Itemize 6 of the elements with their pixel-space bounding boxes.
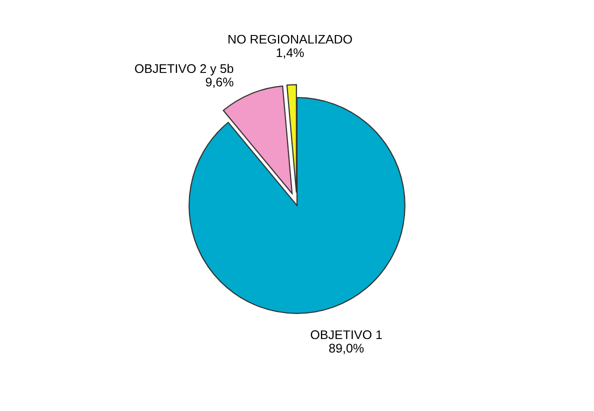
data-label: 9,6% bbox=[206, 78, 234, 88]
slice-label: OBJETIVO 1 bbox=[310, 330, 382, 340]
data-label: 1,4% bbox=[276, 48, 304, 59]
slice-label: NO REGIONALIZADO bbox=[228, 34, 352, 44]
slice-label: OBJETIVO 2 y 5b bbox=[135, 64, 234, 76]
data-label: 89,0% bbox=[329, 344, 364, 354]
